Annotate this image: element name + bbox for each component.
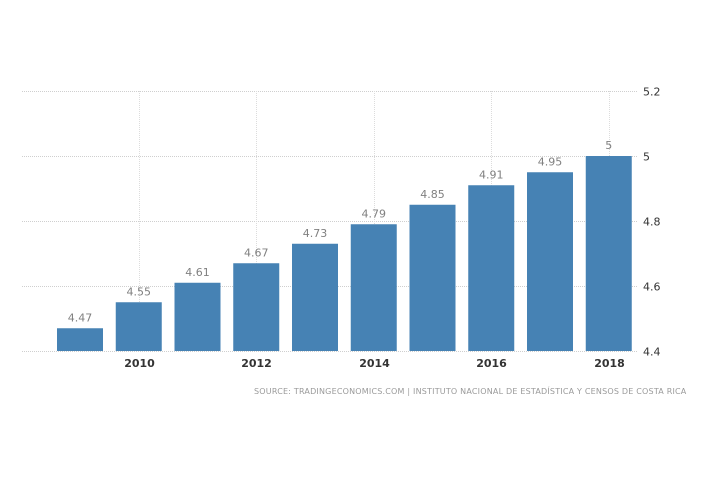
bar-2010 — [115, 302, 162, 351]
x-tick-label: 2018 — [594, 357, 625, 370]
data-label: 4.73 — [303, 227, 328, 240]
y-tick-label: 4.6 — [643, 281, 661, 294]
source-caption: SOURCE: TRADINGECONOMICS.COM | INSTITUTO… — [254, 387, 687, 396]
data-label: 4.55 — [127, 285, 152, 298]
data-label: 4.91 — [479, 168, 504, 181]
bar-2016 — [468, 185, 515, 351]
y-axis-tick-labels: 5.2 5 4.8 4.6 4.4 — [643, 86, 661, 359]
data-label: 5 — [605, 139, 612, 152]
y-tick-label: 4.8 — [643, 216, 661, 229]
x-tick-label: 2012 — [241, 357, 272, 370]
bar-2011 — [174, 282, 221, 351]
data-label: 4.61 — [185, 266, 210, 279]
data-label: 4.95 — [538, 155, 563, 168]
x-tick-label: 2014 — [359, 357, 390, 370]
bar-2017 — [527, 172, 573, 351]
y-tick-label: 5.2 — [643, 86, 661, 99]
data-label: 4.67 — [244, 246, 269, 259]
bar-2012 — [233, 263, 280, 351]
y-tick-label: 5 — [643, 151, 650, 164]
x-axis-tick-labels: 2010 2012 2014 2016 2018 — [124, 357, 625, 370]
bars — [57, 156, 632, 351]
y-tick-label: 4.4 — [643, 346, 661, 359]
bar-2018 — [585, 156, 632, 351]
data-label: 4.47 — [68, 311, 93, 324]
bar-2014 — [350, 224, 397, 351]
x-tick-label: 2010 — [124, 357, 155, 370]
data-label: 4.85 — [420, 188, 445, 201]
data-label: 4.79 — [362, 207, 387, 220]
bar-2015 — [409, 204, 456, 351]
data-labels: 4.47 4.55 4.61 4.67 4.73 4.79 4.85 4.91 4.95 5 — [68, 139, 613, 324]
bar-2009 — [57, 328, 103, 351]
x-tick-label: 2016 — [476, 357, 507, 370]
bar-2013 — [292, 243, 338, 351]
